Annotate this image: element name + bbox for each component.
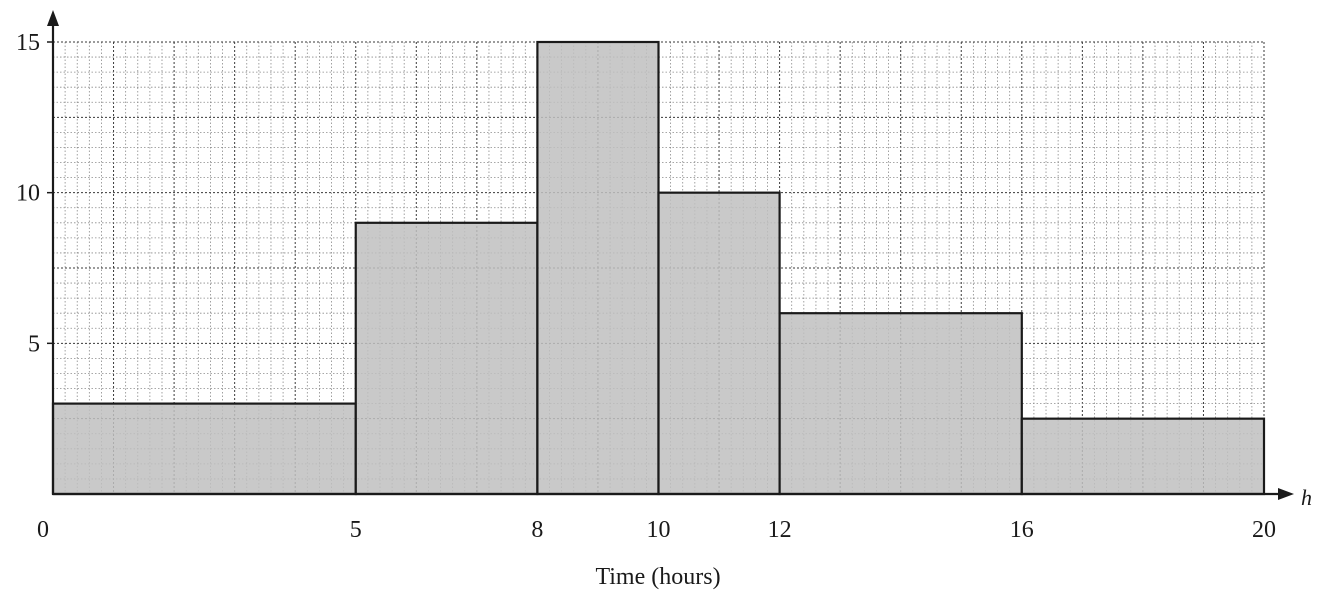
x-tick-label: 12 <box>768 517 792 543</box>
axes <box>47 10 1294 500</box>
bars <box>51 40 1266 496</box>
x-tick-label: 5 <box>350 517 362 543</box>
axis-labels: h Time (hours) 0 5 8 10 12 16 20 5 10 15 <box>16 30 1312 590</box>
y-axis-arrow-icon <box>47 10 59 26</box>
x-axis-arrow-icon <box>1278 488 1294 500</box>
histogram-bar <box>51 402 357 496</box>
x-tick-label: 10 <box>647 517 671 543</box>
x-tick-label: 0 <box>37 517 49 543</box>
x-tick-label: 8 <box>531 517 543 543</box>
x-tick-label: 16 <box>1010 517 1034 543</box>
histogram-bar <box>657 191 781 496</box>
histogram-bar <box>536 40 660 496</box>
histogram-bar <box>778 312 1023 496</box>
x-tick-label: 20 <box>1252 517 1276 543</box>
y-tick-label: 15 <box>16 30 40 56</box>
x-axis-title: Time (hours) <box>595 564 720 590</box>
y-tick-label: 10 <box>16 181 40 207</box>
y-tick-label: 5 <box>28 331 40 357</box>
x-axis-symbol: h <box>1301 485 1312 510</box>
histogram-bar <box>354 221 539 496</box>
histogram-bar <box>1020 417 1266 496</box>
